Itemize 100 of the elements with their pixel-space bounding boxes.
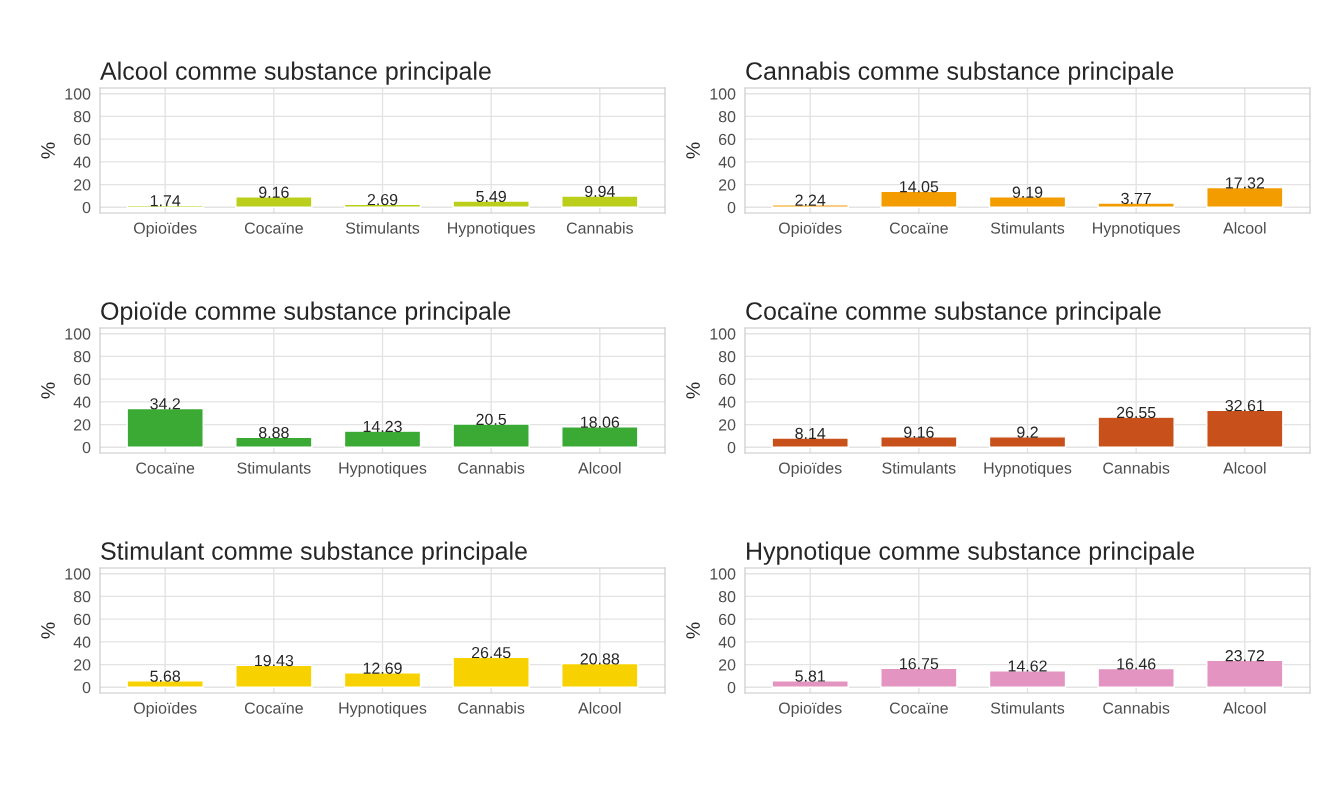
y-tick-label: 20 — [74, 659, 91, 671]
x-tick-label: Cocaïne — [889, 222, 948, 234]
data-label: 1.74 — [150, 195, 181, 207]
y-tick-label: 20 — [719, 419, 736, 431]
x-tick-label: Opioïdes — [133, 222, 197, 237]
x-tick-label: Cannabis — [1103, 702, 1170, 714]
chart-title: Cannabis comme substance principale — [746, 61, 1174, 85]
y-tick-label: 20 — [719, 659, 736, 671]
x-tick-label: Hypnotiques — [339, 702, 427, 717]
data-label: 5.68 — [150, 670, 181, 682]
y-tick-label: 80 — [73, 111, 91, 123]
chart-title: Stimulant comme substance principale — [101, 541, 527, 565]
y-tick-label: 0 — [82, 441, 91, 454]
data-label: 9.16 — [259, 186, 289, 198]
y-tick-label: 40 — [718, 156, 736, 168]
chart-title: Hypnotique comme substance principale — [747, 541, 1195, 565]
chart-title: Alcool comme substance principale — [100, 61, 491, 85]
bar — [561, 195, 639, 209]
y-axis-title: % — [41, 622, 55, 639]
data-label: 26.55 — [1116, 406, 1156, 419]
y-tick-label: 40 — [73, 156, 91, 168]
data-label: 14.23 — [363, 420, 402, 433]
x-tick-label: Opioïdes — [778, 702, 842, 717]
x-tick-label: Cannabis — [566, 222, 633, 234]
y-tick-label: 60 — [719, 133, 736, 146]
data-label: 16.75 — [900, 657, 939, 670]
data-label: 32.61 — [1225, 399, 1265, 412]
x-tick-label: Cocaïne — [244, 702, 303, 714]
x-tick-label: Alcool — [1223, 462, 1266, 474]
y-tick-label: 60 — [719, 613, 736, 626]
y-tick-label: 60 — [74, 373, 91, 386]
chart-title: Cocaïne comme substance principale — [746, 301, 1161, 325]
data-label: 9.2 — [1017, 426, 1038, 438]
y-tick-label: 20 — [74, 179, 91, 191]
chart-title: Opioïde comme substance principale — [101, 301, 511, 325]
y-tick-label: 100 — [710, 328, 736, 340]
x-tick-label: Alcool — [578, 462, 621, 474]
data-label: 9.16 — [904, 426, 934, 438]
x-tick-label: Hypnotiques — [448, 222, 535, 237]
x-tick-label: Opioïdes — [778, 462, 842, 477]
y-tick-label: 40 — [718, 396, 736, 408]
bar — [561, 426, 639, 449]
y-tick-label: 0 — [82, 201, 91, 214]
data-label: 20.88 — [580, 653, 620, 665]
y-tick-label: 40 — [718, 636, 736, 648]
x-tick-label: Stimulants — [990, 702, 1065, 714]
y-tick-label: 100 — [65, 568, 91, 580]
data-label: 23.72 — [1225, 650, 1264, 662]
x-tick-label: Opioïdes — [133, 702, 197, 717]
x-tick-label: Cannabis — [1103, 462, 1170, 474]
y-tick-label: 100 — [710, 88, 736, 100]
bar — [452, 423, 530, 449]
x-tick-label: Cannabis — [458, 702, 525, 714]
bar — [126, 680, 204, 689]
data-label: 26.45 — [471, 646, 511, 659]
data-label: 16.46 — [1117, 658, 1156, 670]
y-tick-label: 100 — [65, 328, 91, 340]
y-tick-label: 60 — [74, 613, 91, 626]
y-tick-label: 80 — [718, 351, 736, 363]
x-tick-label: Hypnotiques — [1093, 222, 1180, 237]
x-tick-label: Cocaïne — [889, 702, 948, 714]
x-tick-label: Cocaïne — [136, 462, 195, 474]
y-tick-label: 80 — [73, 591, 91, 603]
bar — [235, 196, 313, 209]
y-axis-title: % — [41, 142, 55, 159]
y-tick-label: 100 — [710, 568, 736, 580]
data-label: 20.5 — [476, 413, 507, 426]
y-axis-title: % — [41, 382, 55, 399]
data-label: 14.05 — [900, 181, 939, 193]
y-tick-label: 100 — [65, 88, 91, 100]
bar — [988, 436, 1067, 449]
x-tick-label: Cannabis — [458, 462, 525, 474]
y-tick-label: 0 — [727, 441, 736, 454]
x-tick-label: Stimulants — [345, 222, 420, 234]
data-label: 9.19 — [1012, 186, 1043, 198]
data-label: 9.94 — [585, 185, 615, 198]
data-label: 17.32 — [1226, 177, 1264, 189]
x-tick-label: Opioïdes — [778, 222, 842, 237]
y-axis-title: % — [686, 622, 700, 639]
data-label: 8.14 — [795, 427, 826, 440]
bar — [988, 670, 1067, 689]
data-label: 5.49 — [476, 190, 506, 203]
x-tick-label: Stimulants — [237, 462, 311, 474]
x-tick-label: Stimulants — [990, 222, 1065, 234]
data-label: 8.88 — [259, 426, 289, 439]
x-tick-label: Hypnotiques — [984, 462, 1072, 477]
bar — [452, 200, 530, 209]
y-tick-label: 80 — [73, 351, 91, 363]
x-tick-label: Alcool — [1223, 702, 1266, 714]
y-tick-label: 60 — [74, 133, 91, 146]
y-tick-label: 40 — [73, 396, 91, 408]
x-tick-label: Stimulants — [882, 462, 956, 474]
y-axis-title: % — [686, 142, 700, 159]
data-label: 19.43 — [255, 654, 294, 667]
x-tick-label: Alcool — [578, 702, 621, 714]
data-label: 34.2 — [150, 398, 180, 410]
data-label: 12.69 — [363, 662, 402, 674]
y-tick-label: 0 — [727, 201, 736, 214]
y-tick-label: 80 — [718, 111, 736, 123]
bar — [343, 672, 422, 689]
